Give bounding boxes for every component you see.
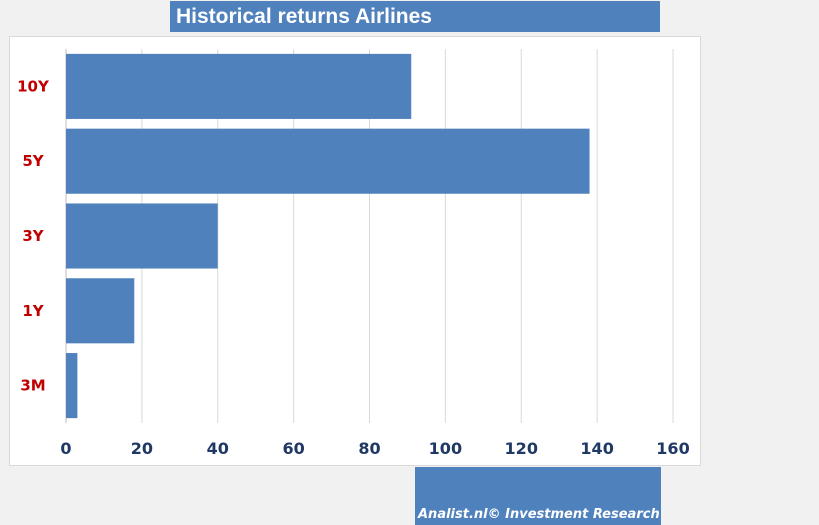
source-banner: Analist.nl© Investment Research <box>415 467 661 525</box>
x-axis-ticks: 0 20 40 60 80 100 120 140 160 <box>60 439 689 458</box>
bar-5y <box>66 128 590 194</box>
bar-10y <box>66 53 412 119</box>
category-label: 3Y <box>22 227 44 245</box>
category-label: 3M <box>20 377 45 395</box>
x-tick-label: 140 <box>580 439 613 458</box>
chart-title: Historical returns Airlines <box>170 1 660 32</box>
bar-3m <box>66 353 78 419</box>
x-tick-label: 0 <box>60 439 71 458</box>
bars <box>66 53 590 419</box>
category-label: 1Y <box>22 302 44 320</box>
x-tick-label: 80 <box>358 439 380 458</box>
category-label: 5Y <box>22 152 44 170</box>
bar-1y <box>66 278 135 344</box>
category-labels: 10Y 5Y 3Y 1Y 3M <box>17 77 50 394</box>
x-tick-label: 160 <box>656 439 689 458</box>
x-tick-label: 20 <box>131 439 153 458</box>
x-tick-label: 120 <box>505 439 538 458</box>
x-tick-label: 60 <box>282 439 304 458</box>
x-tick-label: 40 <box>207 439 229 458</box>
x-tick-label: 100 <box>429 439 462 458</box>
source-label: Analist.nl© Investment Research <box>418 507 660 522</box>
bar-3y <box>66 203 218 269</box>
category-label: 10Y <box>17 77 50 95</box>
